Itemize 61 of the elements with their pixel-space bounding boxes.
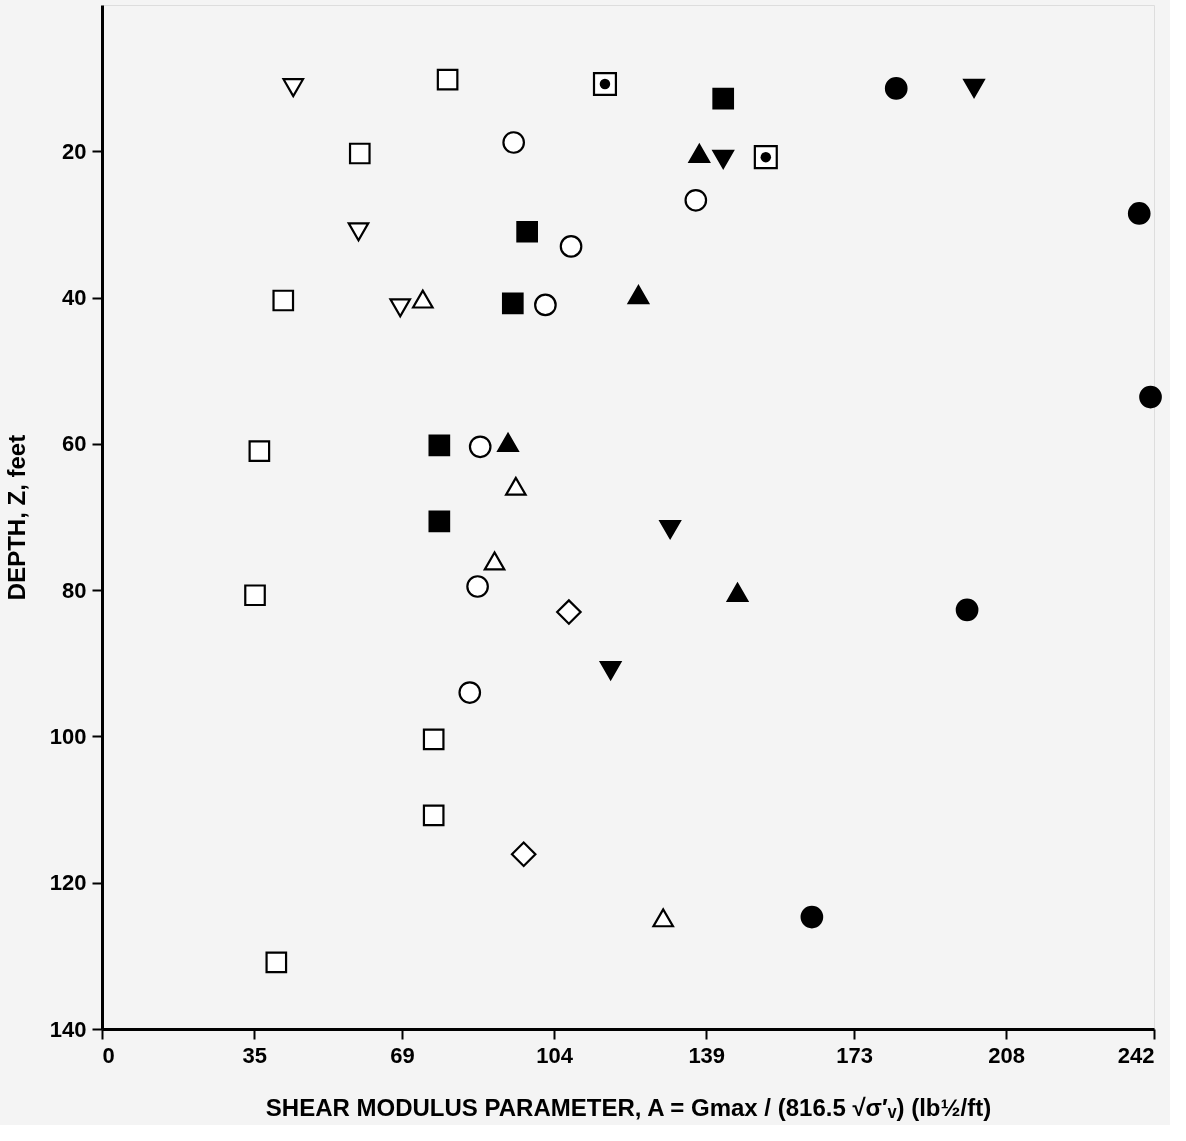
x-tick-label: 35 — [242, 1042, 267, 1068]
point — [659, 519, 682, 539]
point — [684, 188, 708, 212]
point — [272, 289, 295, 312]
point — [652, 908, 675, 928]
point — [955, 598, 979, 622]
point — [466, 575, 489, 598]
point — [497, 432, 519, 452]
y-tick-label: 120 — [49, 870, 87, 896]
point — [534, 293, 557, 317]
x-tick-label: 69 — [390, 1042, 415, 1068]
y-tick-label: 60 — [62, 431, 87, 457]
point — [411, 289, 434, 309]
point — [428, 434, 451, 457]
x-axis-title: SHEAR MODULUS PARAMETER, A = Gmax / (816.5 √σ′ᵥ) (lb½/ft) — [265, 1093, 992, 1121]
point — [422, 804, 445, 827]
y-tick-label: 100 — [49, 723, 87, 749]
point — [627, 285, 650, 305]
point — [599, 661, 622, 681]
x-tick-label: 173 — [836, 1042, 873, 1068]
point — [389, 298, 412, 318]
point — [688, 143, 711, 164]
y-tick-label: 40 — [62, 285, 87, 311]
point — [510, 841, 537, 868]
point — [884, 77, 908, 100]
point — [505, 476, 527, 496]
point — [265, 951, 288, 974]
point — [501, 292, 524, 315]
point — [248, 440, 271, 463]
point — [516, 220, 538, 243]
point — [1127, 202, 1151, 225]
point — [963, 78, 985, 98]
point — [800, 905, 824, 929]
point — [468, 435, 492, 459]
point — [282, 78, 305, 98]
point — [726, 582, 749, 602]
y-tick-label: 20 — [62, 138, 87, 164]
point — [244, 584, 266, 607]
point — [712, 149, 735, 169]
point — [347, 222, 370, 242]
point — [556, 599, 582, 625]
y-tick-label: 80 — [62, 577, 87, 603]
y-tick-label: 140 — [49, 1016, 87, 1042]
point — [428, 510, 451, 533]
x-tick-label: 0 — [102, 1042, 115, 1068]
point — [458, 681, 482, 704]
point — [753, 145, 778, 170]
point — [348, 142, 371, 165]
x-tick-label: 242 — [1117, 1042, 1155, 1068]
point — [502, 131, 526, 154]
x-tick-label: 139 — [688, 1042, 726, 1068]
point — [1139, 385, 1162, 409]
point — [712, 87, 735, 110]
point — [559, 235, 583, 258]
point — [422, 728, 445, 751]
x-tick-label: 104 — [536, 1042, 574, 1068]
point — [436, 68, 459, 91]
point — [592, 71, 618, 97]
point — [483, 551, 506, 571]
x-tick-label: 208 — [988, 1042, 1026, 1068]
y-axis-title: DEPTH, Z, feet — [2, 434, 30, 601]
